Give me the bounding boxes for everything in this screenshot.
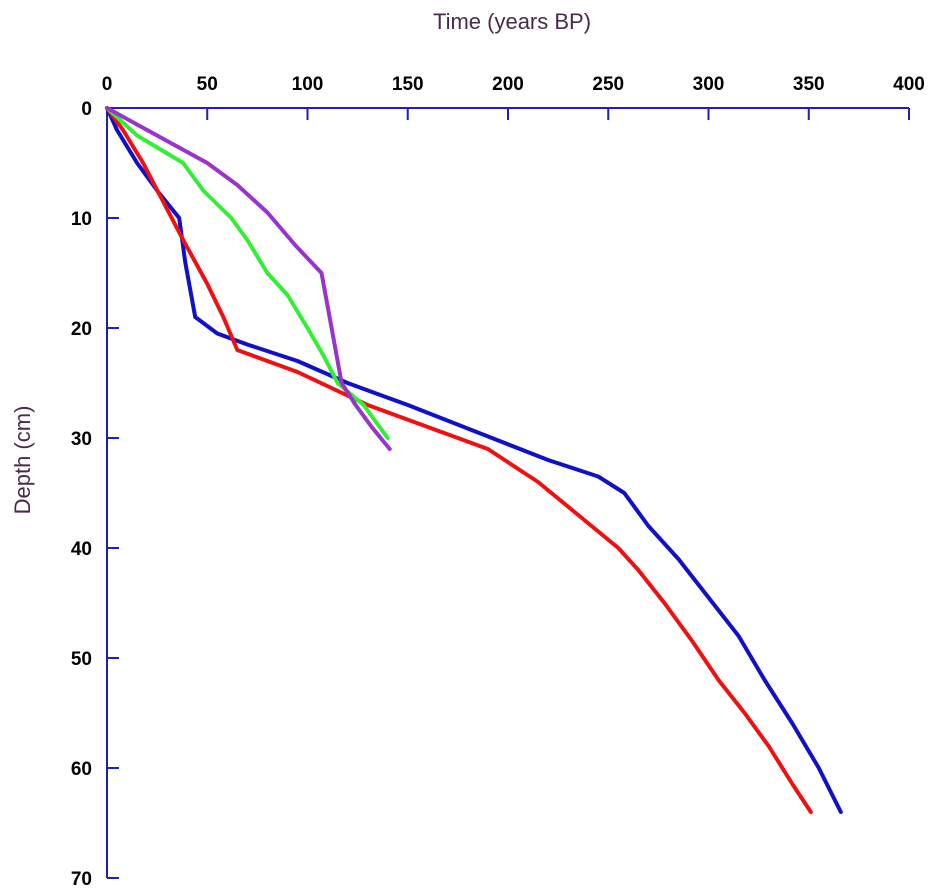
axes: 0 50 100 150 200 250 300 350 400 0 10 20 30 40 50 60 70: [71, 74, 925, 890]
y-tick-label: 30: [71, 429, 92, 450]
x-tick-label: 300: [693, 74, 725, 95]
y-axis-title: Depth (cm): [10, 406, 35, 515]
series-line-1: [105, 106, 843, 814]
x-tick-label: 350: [793, 74, 825, 95]
series-line-4: [105, 106, 392, 451]
y-tick-label: 40: [71, 539, 92, 560]
series-line-2: [105, 106, 813, 814]
x-tick-label: 50: [197, 74, 218, 95]
y-tick-label: 20: [71, 319, 92, 340]
y-tick-label: 10: [71, 209, 92, 230]
x-tick-label: 100: [292, 74, 324, 95]
x-tick-label: 150: [392, 74, 424, 95]
y-tick-label: 60: [71, 759, 92, 780]
series-line-3: [105, 106, 390, 440]
y-tick-label: 50: [71, 649, 92, 670]
x-tick-label: 400: [893, 74, 925, 95]
x-tick-label: 250: [592, 74, 624, 95]
series-layer: [105, 106, 843, 814]
y-tick-label: 0: [81, 99, 92, 120]
x-tick-label: 0: [102, 74, 113, 95]
x-tick-label: 200: [492, 74, 524, 95]
x-axis-title: Time (years BP): [433, 9, 591, 34]
y-tick-label: 70: [71, 869, 92, 890]
